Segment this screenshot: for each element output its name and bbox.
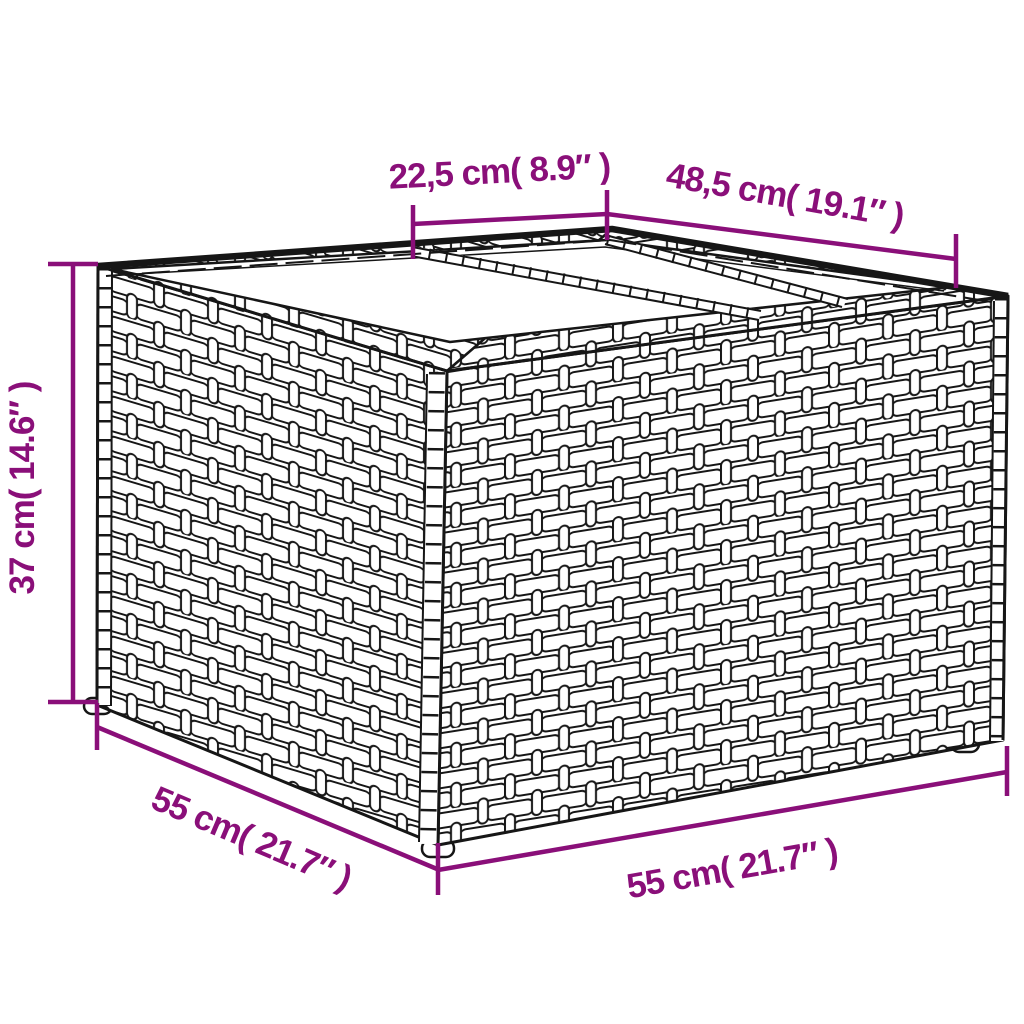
dim-label-top-panel-width: 22,5 cm( 8.9″ ) [388, 146, 611, 197]
dim-line-bottom-width [437, 746, 1010, 873]
glass-divider-left [410, 245, 762, 321]
rattan-table-illustration [82, 225, 1010, 859]
corner-wrap-right [989, 295, 1010, 743]
dim-label-bottom-width: 55 cm( 21.7″ ) [624, 831, 840, 906]
dim-label-height: 37 cm( 14.6″ ) [3, 382, 42, 595]
right-face-weave [436, 294, 1010, 847]
dim-line-top-glass-length [606, 211, 959, 288]
dimension-annotations [48, 190, 1010, 895]
tabletop-outline [96, 227, 1010, 373]
corner-wrap-front [418, 370, 449, 846]
corner-wrap-left [95, 265, 113, 707]
dim-line-height [48, 261, 98, 705]
